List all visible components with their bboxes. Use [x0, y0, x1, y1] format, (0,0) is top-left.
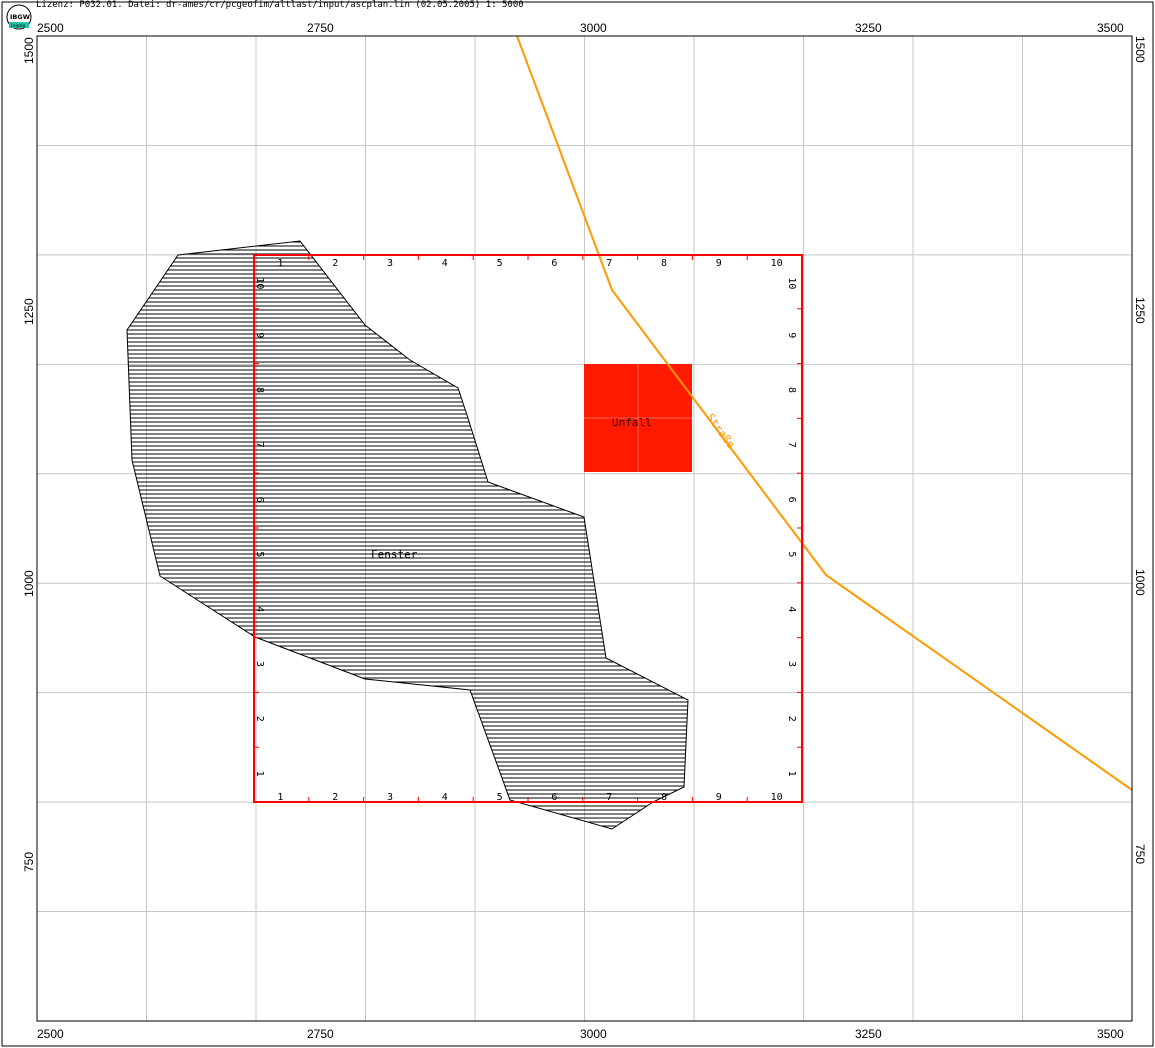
y-axis-label-left: 1000 [22, 570, 36, 597]
frame-row-number-right: 1 [786, 771, 797, 777]
x-axis-label-bottom: 3000 [580, 1027, 607, 1041]
fenster-label: Fenster [371, 548, 418, 561]
frame-row-number-right: 2 [786, 716, 797, 722]
frame-row-number-left: 7 [254, 442, 265, 448]
frame-row-number-left: 6 [254, 497, 265, 503]
frame-row-number-left: 4 [254, 606, 265, 612]
logo-subtext: Leipzig [11, 23, 25, 28]
frame-col-number-bottom: 1 [277, 792, 283, 803]
x-axis-label-top: 3250 [855, 21, 882, 35]
x-axis-label-top: 2750 [307, 21, 334, 35]
frame-col-number-top: 10 [771, 258, 783, 269]
frame-row-number-right: 4 [786, 606, 797, 612]
x-axis-label-bottom: 3250 [855, 1027, 882, 1041]
frame-col-number-top: 6 [551, 258, 557, 269]
frame-row-number-left: 5 [254, 551, 265, 557]
frame-col-number-bottom: 6 [551, 792, 557, 803]
frame-col-number-bottom: 5 [497, 792, 503, 803]
frame-row-number-right: 6 [786, 497, 797, 503]
frame-row-number-left: 10 [254, 277, 265, 289]
axis-labels: 2500250027502750300030003250325035003500… [22, 21, 1147, 1041]
fenster-area[interactable] [120, 238, 700, 834]
frame-col-number-top: 7 [606, 258, 612, 269]
frame-col-number-top: 5 [497, 258, 503, 269]
x-axis-label-top: 2500 [37, 21, 64, 35]
unfall-inner-gridlines [584, 364, 692, 472]
frame-row-number-left: 8 [254, 387, 265, 393]
frame-row-number-right: 5 [786, 551, 797, 557]
frame-col-number-top: 3 [387, 258, 393, 269]
frame-col-number-bottom: 8 [661, 792, 667, 803]
frame-col-number-bottom: 9 [716, 792, 722, 803]
x-axis-label-bottom: 2500 [37, 1027, 64, 1041]
frame-col-number-bottom: 10 [771, 792, 783, 803]
y-axis-label-right: 1000 [1133, 569, 1147, 596]
frame-row-number-right: 8 [786, 387, 797, 393]
frame-row-number-left: 1 [254, 771, 265, 777]
y-axis-label-left: 1500 [22, 37, 36, 64]
frame-col-number-bottom: 4 [442, 792, 448, 803]
ibgw-logo: IBGW Leipzig [6, 4, 32, 30]
frame-col-number-top: 8 [661, 258, 667, 269]
x-axis-label-bottom: 2750 [307, 1027, 334, 1041]
frame-col-number-top: 4 [442, 258, 448, 269]
frame-col-number-top: 1 [277, 258, 283, 269]
frame-row-number-left: 9 [254, 332, 265, 338]
road-label: Straße [704, 411, 738, 451]
frame-row-number-right: 9 [786, 332, 797, 338]
x-axis-label-top: 3000 [580, 21, 607, 35]
frame-row-number-left: 3 [254, 661, 265, 667]
unfall-label: Unfall [612, 416, 652, 429]
x-axis-label-bottom: 3500 [1097, 1027, 1124, 1041]
frame-row-number-right: 10 [786, 277, 797, 289]
frame-row-number-left: 2 [254, 716, 265, 722]
frame-col-number-bottom: 3 [387, 792, 393, 803]
road-strasse[interactable] [516, 36, 1132, 791]
investigation-frame[interactable] [253, 254, 803, 803]
logo-text: IBGW [10, 13, 30, 21]
frame-col-number-top: 9 [716, 258, 722, 269]
y-axis-label-left: 750 [22, 852, 36, 872]
frame-row-number-right: 3 [786, 661, 797, 667]
frame-col-number-top: 2 [332, 258, 338, 269]
x-axis-label-top: 3500 [1097, 21, 1124, 35]
frame-row-number-right: 7 [786, 442, 797, 448]
frame-col-number-bottom: 2 [332, 792, 338, 803]
map-border [36, 35, 1133, 1022]
frame-col-number-bottom: 7 [606, 792, 612, 803]
y-axis-label-left: 1250 [22, 298, 36, 325]
y-axis-label-right: 750 [1133, 844, 1147, 864]
y-axis-label-right: 1250 [1133, 297, 1147, 324]
header-info: Lizenz: P032.01. Datei: dr-ames/cr/pcgeo… [36, 0, 524, 10]
y-axis-label-right: 1500 [1133, 36, 1147, 63]
background-grid [37, 36, 1132, 1021]
